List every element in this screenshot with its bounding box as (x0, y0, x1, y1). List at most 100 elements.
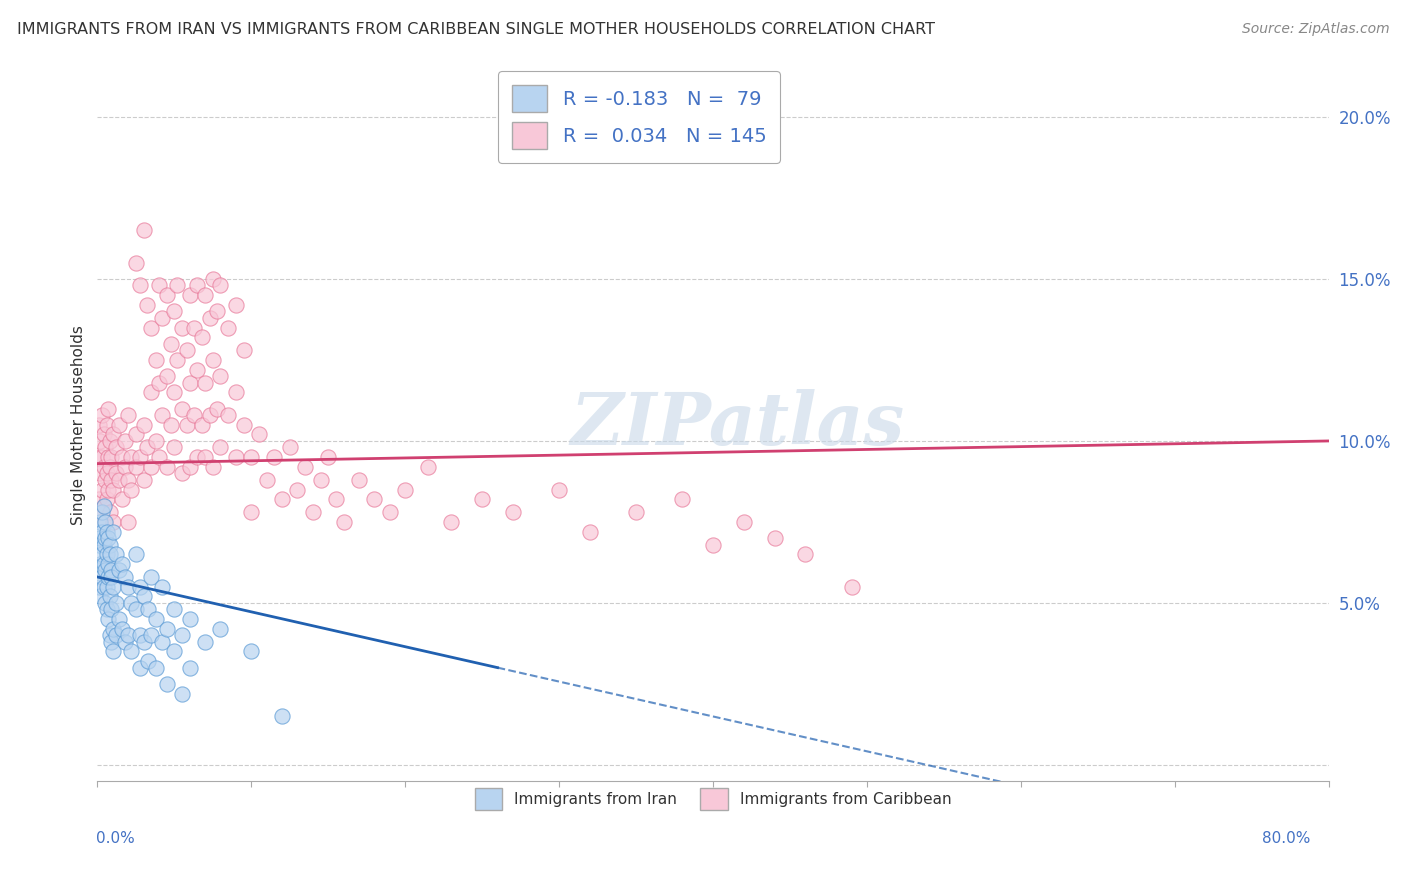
Point (104, 467, 127, 481)
Point (96, 580, 118, 594)
Point (100, 570, 122, 584)
Point (91, 450, 114, 464)
Point (136, 602, 159, 616)
Point (170, 467, 193, 481)
Point (108, 612, 131, 626)
Point (100, 634, 122, 648)
Point (111, 450, 134, 464)
Point (579, 524, 602, 539)
Point (87, 450, 110, 464)
Point (132, 634, 155, 648)
Point (94, 473, 117, 487)
Point (125, 547, 148, 561)
Point (117, 628, 139, 642)
Point (93, 580, 115, 594)
Point (176, 343, 198, 358)
Point (125, 256, 148, 270)
Point (702, 538, 724, 552)
Point (841, 580, 863, 594)
Point (141, 320, 163, 334)
Point (97, 557, 120, 571)
Point (240, 450, 263, 464)
Point (160, 336, 183, 351)
Point (156, 369, 179, 384)
Point (96, 602, 118, 616)
Point (129, 580, 152, 594)
Point (120, 450, 142, 464)
Point (96, 547, 118, 561)
Point (91, 408, 114, 422)
Point (198, 310, 221, 325)
Point (191, 330, 214, 344)
Point (132, 223, 155, 237)
Point (97, 401, 120, 416)
Point (183, 320, 205, 334)
Point (207, 304, 229, 318)
Point (101, 580, 124, 594)
Point (117, 515, 139, 529)
Point (733, 515, 755, 529)
Point (93, 538, 115, 552)
Point (97, 483, 120, 497)
Point (287, 483, 309, 497)
Point (87, 564, 110, 578)
Point (163, 644, 186, 658)
Point (94, 564, 117, 578)
Point (114, 459, 136, 474)
Point (114, 570, 136, 584)
Point (271, 492, 294, 507)
Point (98, 434, 121, 448)
Point (98, 538, 121, 552)
Point (163, 441, 186, 455)
Point (170, 320, 193, 334)
Point (316, 450, 339, 464)
Point (91, 524, 114, 539)
Point (186, 450, 208, 464)
Point (132, 417, 155, 432)
Point (91, 505, 114, 519)
Point (101, 524, 124, 539)
Point (111, 492, 134, 507)
Point (179, 288, 201, 302)
Point (129, 278, 152, 293)
Point (209, 441, 232, 455)
Point (135, 298, 157, 312)
Point (150, 310, 173, 325)
Point (201, 459, 224, 474)
Point (763, 531, 786, 545)
Point (209, 369, 232, 384)
Point (163, 602, 186, 616)
Point (91, 547, 114, 561)
Point (120, 483, 142, 497)
Point (156, 677, 179, 691)
Point (378, 505, 401, 519)
Point (141, 628, 163, 642)
Point (125, 602, 148, 616)
Point (256, 473, 278, 487)
Point (156, 459, 179, 474)
Point (91, 483, 114, 497)
Point (194, 450, 217, 464)
Point (120, 596, 142, 610)
Point (129, 450, 152, 464)
Point (150, 634, 173, 648)
Point (240, 505, 263, 519)
Point (98, 505, 121, 519)
Point (104, 547, 127, 561)
Point (129, 660, 152, 674)
Point (225, 385, 247, 400)
Point (347, 473, 370, 487)
Point (132, 473, 155, 487)
Point (108, 473, 131, 487)
Point (104, 628, 127, 642)
Point (94, 441, 117, 455)
Text: IMMIGRANTS FROM IRAN VS IMMIGRANTS FROM CARIBBEAN SINGLE MOTHER HOUSEHOLDS CORRE: IMMIGRANTS FROM IRAN VS IMMIGRANTS FROM … (17, 22, 935, 37)
Point (108, 564, 131, 578)
Point (170, 687, 193, 701)
Point (201, 272, 224, 286)
Point (209, 622, 232, 636)
Point (145, 434, 167, 448)
Point (111, 622, 134, 636)
Point (87, 538, 110, 552)
Y-axis label: Single Mother Households: Single Mother Households (72, 325, 86, 524)
